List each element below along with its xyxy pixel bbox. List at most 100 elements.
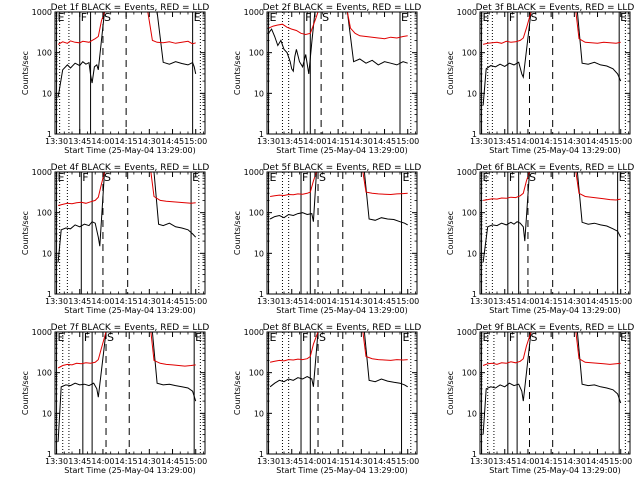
x-tick-label: 14:15 <box>115 457 138 466</box>
series-line-lld <box>57 332 196 369</box>
panel-title: Det 6f BLACK = Events, RED = LLD <box>476 163 635 173</box>
y-tick-label: 1000 <box>457 8 477 17</box>
x-axis-label: Start Time (25-May-04 13:29:00) <box>489 306 620 315</box>
marker-label: E <box>620 331 627 344</box>
y-tick-label: 100 <box>249 209 264 218</box>
x-tick-label: 14:00 <box>303 297 326 306</box>
x-tick-label: 13:45 <box>493 297 516 306</box>
y-tick-label: 10 <box>254 249 264 258</box>
panel-title: Det 1f BLACK = Events, RED = LLD <box>51 3 210 13</box>
x-tick-label: 14:00 <box>91 457 114 466</box>
panel-title: Det 2f BLACK = Events, RED = LLD <box>263 3 422 13</box>
y-tick-label: 10 <box>42 409 52 418</box>
y-tick-label: 1 <box>47 130 52 139</box>
series-line-events <box>482 172 622 263</box>
y-tick-label: 100 <box>37 369 52 378</box>
x-tick-label: 14:30 <box>563 137 586 146</box>
panel-title: Det 4f BLACK = Events, RED = LLD <box>51 163 210 173</box>
marker-label: F <box>509 11 515 24</box>
x-axis-label: Start Time (25-May-04 13:29:00) <box>489 146 620 155</box>
x-tick-label: 14:30 <box>563 457 586 466</box>
x-tick-label: 14:45 <box>586 137 609 146</box>
x-tick-label: 13:45 <box>493 137 516 146</box>
y-axis-label: Counts/sec <box>21 371 30 415</box>
y-tick-label: 1 <box>472 450 477 459</box>
y-tick-label: 1 <box>259 450 264 459</box>
y-tick-label: 100 <box>249 369 264 378</box>
x-tick-label: 14:00 <box>516 457 539 466</box>
x-tick-label: 14:00 <box>303 457 326 466</box>
x-tick-label: 14:15 <box>540 297 563 306</box>
y-tick-label: 10 <box>467 89 477 98</box>
marker-label: S <box>322 11 329 24</box>
series-line-events <box>57 172 197 263</box>
y-tick-label: 10 <box>254 409 264 418</box>
x-axis-label: Start Time (25-May-04 13:29:00) <box>64 466 195 475</box>
marker-label: S <box>104 11 111 24</box>
x-tick-label: 13:45 <box>68 457 91 466</box>
x-tick-label: 13:30 <box>470 297 493 306</box>
marker-label: E <box>401 11 408 24</box>
x-tick-label: 14:15 <box>327 457 350 466</box>
series-line-lld <box>57 12 196 45</box>
x-tick-label: 13:30 <box>470 457 493 466</box>
marker-label: E <box>483 171 490 184</box>
x-tick-label: 14:45 <box>161 457 184 466</box>
y-tick-label: 1000 <box>457 168 477 177</box>
marker-label: F <box>302 331 308 344</box>
x-tick-label: 14:15 <box>540 137 563 146</box>
marker-label: F <box>84 331 90 344</box>
series-line-lld <box>270 172 408 197</box>
marker-label: E <box>58 331 65 344</box>
x-tick-label: 14:00 <box>516 137 539 146</box>
x-tick-label: 14:45 <box>373 297 396 306</box>
x-tick-label: 13:45 <box>68 137 91 146</box>
y-tick-label: 1000 <box>32 8 52 17</box>
y-tick-label: 1000 <box>32 328 52 337</box>
y-tick-label: 100 <box>37 209 52 218</box>
x-tick-label: 14:45 <box>586 457 609 466</box>
y-tick-label: 10 <box>467 249 477 258</box>
x-tick-label: 14:30 <box>350 297 373 306</box>
y-axis-label: Counts/sec <box>21 51 30 95</box>
y-tick-label: 10 <box>42 249 52 258</box>
marker-label: F <box>509 331 515 344</box>
x-tick-label: 14:00 <box>91 297 114 306</box>
series-line-lld <box>269 332 408 363</box>
series-line-lld <box>57 172 196 206</box>
y-axis-label: Counts/sec <box>446 211 455 255</box>
x-tick-label: 14:45 <box>373 137 396 146</box>
x-tick-label: 14:30 <box>138 137 161 146</box>
x-tick-label: 14:00 <box>303 137 326 146</box>
panel-title: Det 3f BLACK = Events, RED = LLD <box>476 3 635 13</box>
series-line-events <box>268 12 408 74</box>
y-tick-label: 100 <box>249 49 264 58</box>
marker-label: E <box>194 11 201 24</box>
y-tick-label: 100 <box>462 369 477 378</box>
x-tick-label: 15:00 <box>184 297 207 306</box>
plot-frame <box>479 331 631 455</box>
series-line-events <box>269 332 408 388</box>
series-line-events <box>57 332 197 442</box>
x-tick-label: 15:00 <box>184 457 207 466</box>
y-tick-label: 1000 <box>244 168 264 177</box>
x-tick-label: 14:15 <box>540 457 563 466</box>
marker-label: E <box>483 331 490 344</box>
y-tick-label: 10 <box>254 89 264 98</box>
plot-frame <box>479 171 631 295</box>
panel-title: Det 7f BLACK = Events, RED = LLD <box>51 323 210 333</box>
x-tick-label: 13:45 <box>493 457 516 466</box>
x-tick-label: 13:30 <box>45 137 68 146</box>
y-axis-label: Counts/sec <box>233 51 242 95</box>
y-tick-label: 1000 <box>457 328 477 337</box>
series-line-events <box>482 12 622 106</box>
x-axis-label: Start Time (25-May-04 13:29:00) <box>276 306 407 315</box>
marker-label: E <box>270 171 277 184</box>
x-tick-label: 15:00 <box>396 137 419 146</box>
